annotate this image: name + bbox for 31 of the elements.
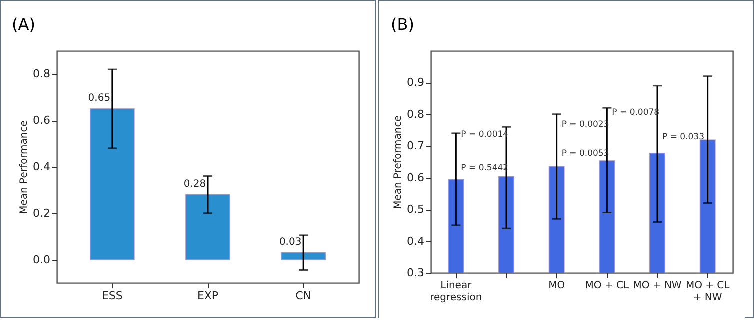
x-tick-label: Linear regression [430, 280, 482, 304]
x-tick-label: ESS [102, 290, 123, 302]
chart-title: (B) [391, 15, 414, 34]
y-axis-title: Mean Preformance [393, 116, 404, 210]
x-tick-label: MO + NW [633, 280, 682, 292]
y-tick-label: 0.8 [407, 108, 424, 121]
x-tick-label: MO + CL + NW [686, 280, 730, 304]
data-label: 0.03 [279, 236, 302, 248]
x-tick-label: MO [548, 280, 566, 292]
y-tick-label: 0.7 [407, 140, 424, 153]
x-tick-label: MO + CL [585, 280, 630, 292]
y-tick-label: 0.5 [407, 203, 424, 216]
bar [186, 194, 230, 260]
y-tick-label: 0.2 [33, 206, 50, 220]
bar [281, 252, 326, 260]
y-tick-label: 0.8 [33, 68, 50, 81]
y-tick-label: 0.3 [407, 266, 424, 280]
data-label: 0.28 [184, 178, 206, 190]
y-tick-label: 0.4 [407, 234, 424, 248]
bar [90, 108, 135, 260]
y-tick-label: 0.6 [407, 171, 424, 184]
x-tick-label: EXP [197, 290, 219, 302]
annotation: P = 0.033 [662, 132, 704, 142]
y-tick-label: 0.6 [33, 114, 50, 128]
chart-title: (A) [12, 15, 36, 34]
y-tick-label: 0.4 [33, 160, 50, 174]
data-label: 0.65 [88, 93, 111, 104]
y-tick-label: 0.9 [407, 76, 424, 90]
y-tick-label: 0.0 [33, 253, 50, 266]
y-axis-title: Mean Performance [19, 120, 30, 214]
x-tick-label: CN [296, 290, 312, 302]
